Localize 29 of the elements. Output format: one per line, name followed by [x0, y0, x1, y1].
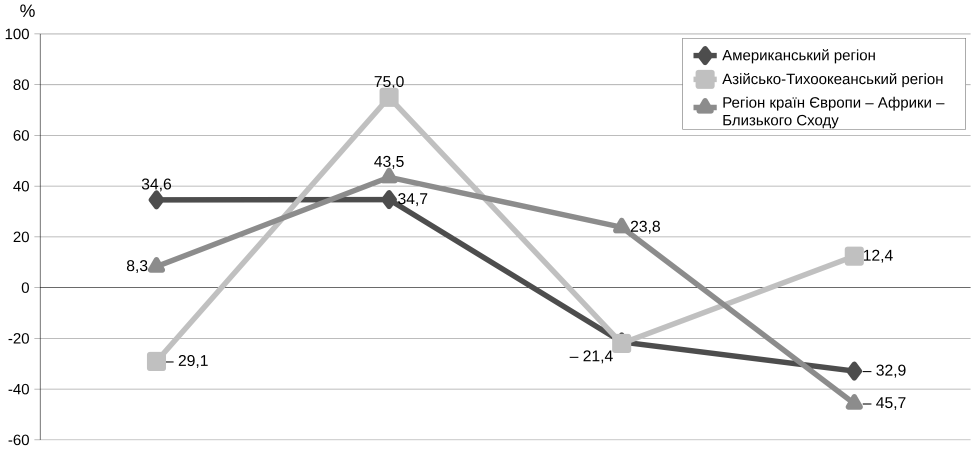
y-axis-title: % — [20, 4, 35, 18]
y-tick-label: 60 — [14, 130, 29, 141]
legend-label: Регіон країн Європи – Африки – Близького Сходу — [723, 96, 944, 129]
y-tick-label: 80 — [14, 80, 29, 90]
y-tick-label: 20 — [14, 232, 29, 242]
point — [381, 190, 397, 210]
point — [148, 190, 164, 210]
point — [844, 246, 864, 266]
point — [380, 88, 399, 108]
y-tick-label: 40 — [13, 180, 29, 192]
data-label: – 32,9 — [862, 364, 906, 378]
y-tick-label: -20 — [8, 333, 29, 344]
point — [846, 362, 862, 381]
data-label: 34,7 — [398, 193, 428, 206]
point — [146, 352, 166, 372]
data-label: 75,0 — [374, 76, 404, 90]
data-label: – 45,7 — [862, 397, 906, 410]
y-tick-label: 0 — [22, 282, 29, 294]
legend-label: Азійсько-Тихоокеанський регіон — [722, 73, 942, 88]
y-tick-label: 100 — [6, 28, 29, 40]
data-label: 34,6 — [142, 178, 172, 192]
legend-label: Американський регіон — [722, 49, 875, 64]
y-tick-label: -60 — [8, 434, 29, 446]
data-label: 8,3 — [126, 260, 148, 274]
data-label: 43,5 — [374, 156, 404, 169]
data-label: – 21,4 — [570, 350, 613, 364]
data-label: 12,4 — [864, 250, 893, 263]
y-tick-label: -40 — [8, 384, 29, 395]
data-label: 23,8 — [630, 220, 660, 234]
